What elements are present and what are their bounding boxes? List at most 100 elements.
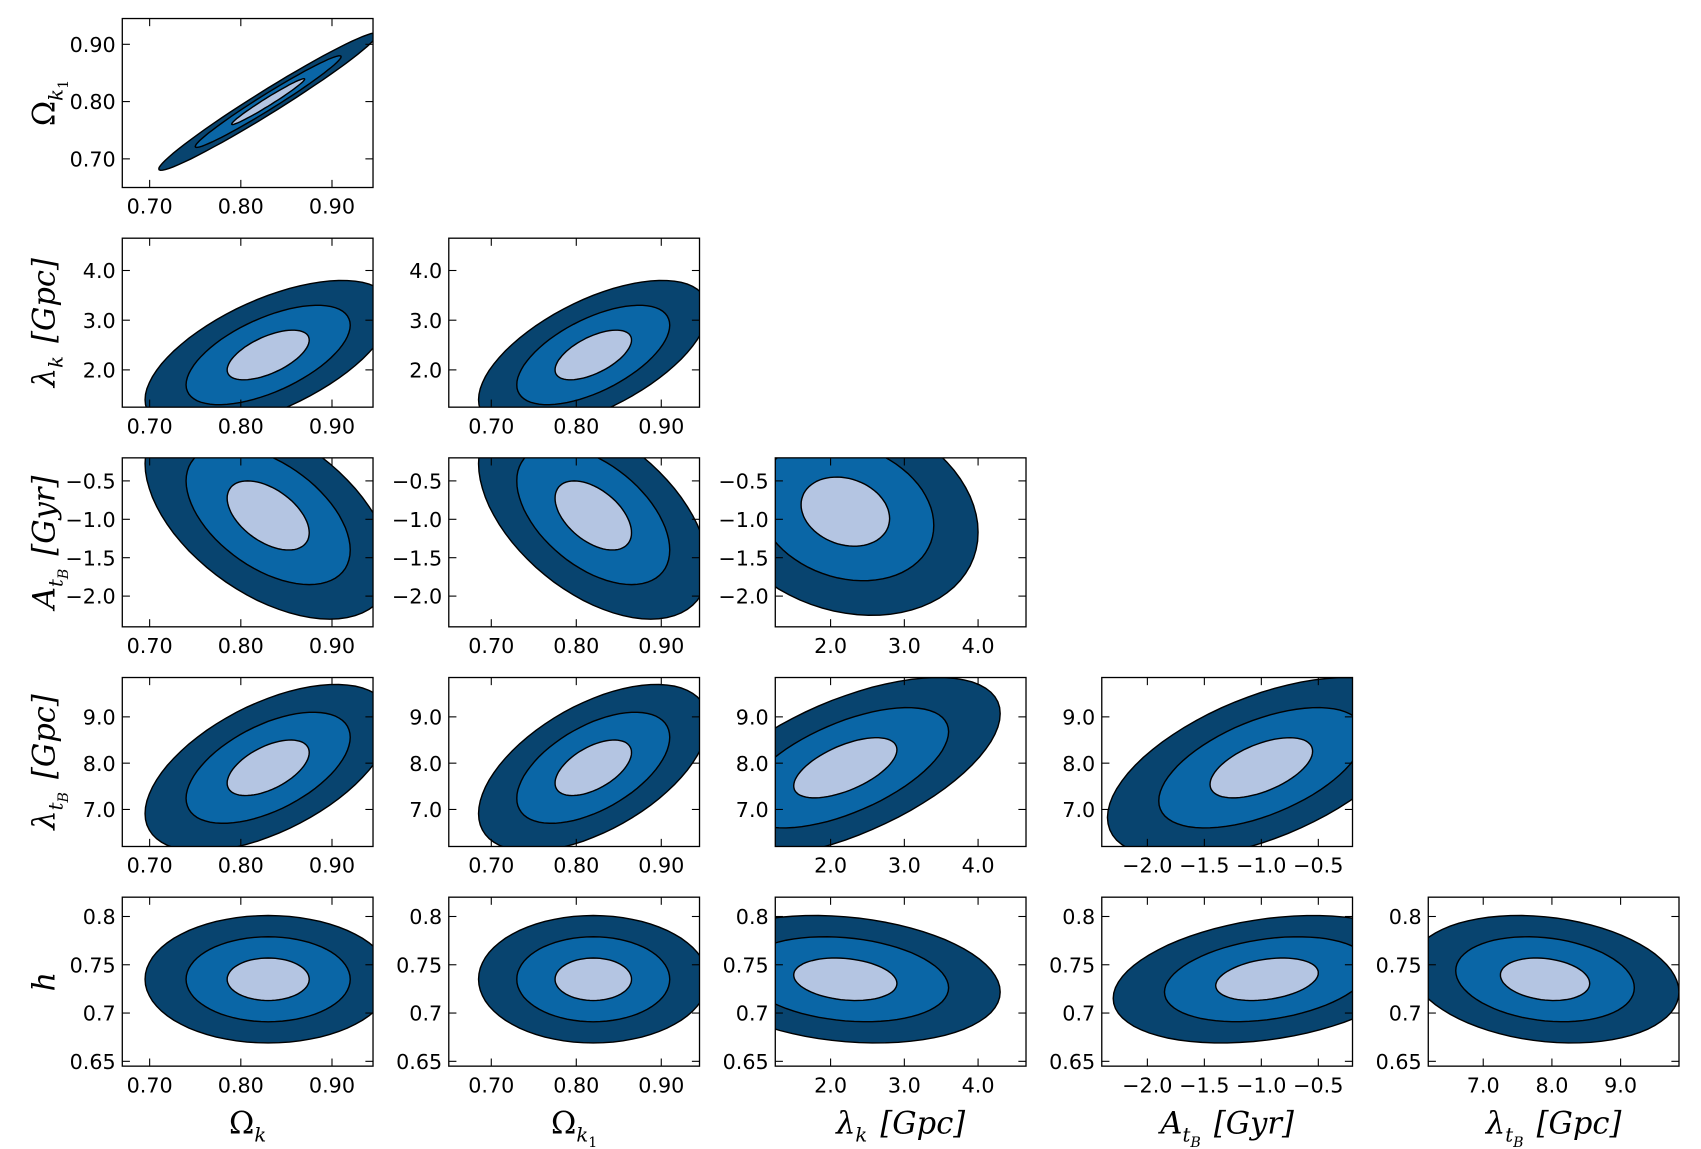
y-tick-label: 0.7 — [409, 1002, 442, 1026]
x-tick-label: 0.70 — [468, 854, 514, 878]
axis-label: Ωk1 — [28, 80, 72, 126]
x-tick-label: 2.0 — [814, 854, 847, 878]
x-tick-label: 0.90 — [638, 414, 684, 438]
axis-symbol: λ — [835, 1107, 855, 1142]
contours — [144, 914, 374, 1044]
axis-symbol: λ — [28, 810, 63, 830]
x-tick-label: 0.80 — [553, 414, 599, 438]
y-tick-label: 0.8 — [83, 905, 116, 929]
x-tick-label: 8.0 — [1535, 1073, 1568, 1097]
panel: −2.0 −1.5 −1.0 −0.5 7.0 8.0 9.0 — [1062, 676, 1354, 878]
x-tick-label: 0.80 — [553, 854, 599, 878]
panel: −2.0 −1.5 −1.0 −0.5 0.65 0.7 0.75 0.8 AtB [Gyr] — [1049, 896, 1354, 1149]
contours — [1112, 914, 1353, 1044]
y-tick-label: 0.75 — [396, 953, 442, 977]
axis-label: AtB [Gyr] — [1157, 1107, 1294, 1149]
contour-level — [1499, 957, 1591, 1002]
axis-symbol: Ω — [551, 1107, 576, 1142]
y-tick-label: 0.8 — [1389, 905, 1422, 929]
panel: 2.0 3.0 4.0 −2.0 −1.5 −1.0 −0.5 — [718, 457, 1027, 658]
y-tick-label: −1.5 — [718, 546, 768, 570]
panel-frame — [121, 896, 374, 1067]
axis-subscript2: 1 — [56, 80, 72, 89]
contours — [775, 914, 1001, 1044]
axis-subscript2: B — [1512, 1135, 1523, 1149]
y-tick-label: −0.5 — [65, 470, 115, 494]
contour-level — [792, 736, 898, 799]
x-tick-label: 4.0 — [962, 634, 995, 658]
y-tick-label: 9.0 — [1062, 705, 1095, 729]
y-tick-label: 0.65 — [1376, 1050, 1422, 1074]
x-tick-label: 0.70 — [127, 1073, 173, 1097]
panel: 0.70 0.80 0.90 0.65 0.7 0.75 0.8 Ωk1 — [396, 896, 701, 1149]
panel: 0.70 0.80 0.90 7.0 8.0 9.0 — [409, 676, 701, 878]
axis-symbol: Ω — [229, 1107, 254, 1142]
contour-level — [1214, 957, 1319, 1002]
y-tick-label: 2.0 — [83, 359, 116, 383]
y-tick-label: 0.65 — [1049, 1050, 1095, 1074]
x-tick-label: 0.80 — [218, 1073, 264, 1097]
axis-symbol: A — [28, 587, 63, 612]
axis-label: AtB [Gyr] — [28, 476, 72, 613]
x-tick-label: 0.80 — [218, 634, 264, 658]
axis-label: Ωk — [229, 1107, 266, 1147]
x-tick-label: 7.0 — [1467, 1073, 1500, 1097]
y-tick-label: 9.0 — [736, 705, 769, 729]
x-tick-label: −0.5 — [1293, 1073, 1343, 1097]
axis-subscript2: B — [1189, 1135, 1200, 1149]
contour-level — [226, 957, 310, 1002]
x-tick-label: 0.90 — [309, 1073, 355, 1097]
panel: 0.70 0.80 0.90 7.0 8.0 9.0 λtB [Gpc] — [28, 676, 374, 878]
y-tick-label: 0.7 — [1389, 1002, 1422, 1026]
panel-frame — [448, 676, 701, 848]
panel: 2.0 3.0 4.0 0.65 0.7 0.75 0.8 λk [Gpc] — [723, 896, 1027, 1146]
y-tick-label: 8.0 — [83, 752, 116, 776]
axis-unit: [Gpc] — [1537, 1107, 1622, 1142]
panel-frame — [774, 457, 1027, 628]
y-tick-label: 0.8 — [409, 905, 442, 929]
panel: 0.70 0.80 0.90 0.65 0.7 0.75 0.8 h Ωk — [28, 896, 374, 1147]
panel-frame — [121, 17, 374, 189]
x-tick-label: 0.90 — [638, 634, 684, 658]
y-tick-label: 0.7 — [1062, 1002, 1095, 1026]
contours — [158, 32, 374, 171]
axis-unit: [Gyr] — [1214, 1107, 1294, 1142]
contours — [144, 457, 374, 620]
contours — [477, 457, 700, 620]
x-tick-label: −1.0 — [1236, 1073, 1286, 1097]
axis-label: Ωk1 — [551, 1107, 597, 1149]
panel-frame — [448, 237, 701, 408]
axis-subscript: k — [576, 1123, 588, 1146]
y-tick-label: 0.75 — [1049, 953, 1095, 977]
panel: 0.70 0.80 0.90 0.70 0.80 0.90 Ωk1 — [28, 17, 374, 219]
y-tick-label: 4.0 — [409, 259, 442, 283]
y-tick-label: 0.65 — [396, 1050, 442, 1074]
contours — [477, 683, 700, 847]
x-tick-label: 3.0 — [888, 634, 921, 658]
contour-level — [231, 77, 306, 126]
x-tick-label: 0.90 — [309, 195, 355, 219]
axis-subscript: k — [44, 356, 67, 368]
axis-symbol: A — [1157, 1107, 1182, 1142]
y-tick-label: 7.0 — [83, 798, 116, 822]
y-tick-label: −0.5 — [718, 470, 768, 494]
x-tick-label: −1.5 — [1179, 1073, 1229, 1097]
x-tick-label: 0.80 — [218, 195, 264, 219]
panel-frame — [1101, 896, 1354, 1067]
x-tick-label: 0.80 — [218, 414, 264, 438]
contours — [1428, 914, 1680, 1044]
contour-level — [554, 329, 633, 381]
panel: 7.0 8.0 9.0 0.65 0.7 0.75 0.8 λtB [Gpc] — [1376, 896, 1680, 1149]
x-tick-label: −2.0 — [1122, 1073, 1172, 1097]
panel-frame — [121, 676, 374, 848]
y-tick-label: 9.0 — [409, 705, 442, 729]
x-tick-label: 2.0 — [814, 1073, 847, 1097]
panel: 0.70 0.80 0.90 2.0 3.0 4.0 — [409, 237, 701, 438]
panel-frame — [448, 896, 701, 1067]
axis-subscript: k — [44, 89, 67, 101]
contour-level — [1209, 736, 1314, 799]
x-tick-label: 4.0 — [962, 1073, 995, 1097]
x-tick-label: 0.70 — [127, 854, 173, 878]
x-tick-label: −1.0 — [1236, 854, 1286, 878]
y-tick-label: −2.0 — [718, 585, 768, 609]
